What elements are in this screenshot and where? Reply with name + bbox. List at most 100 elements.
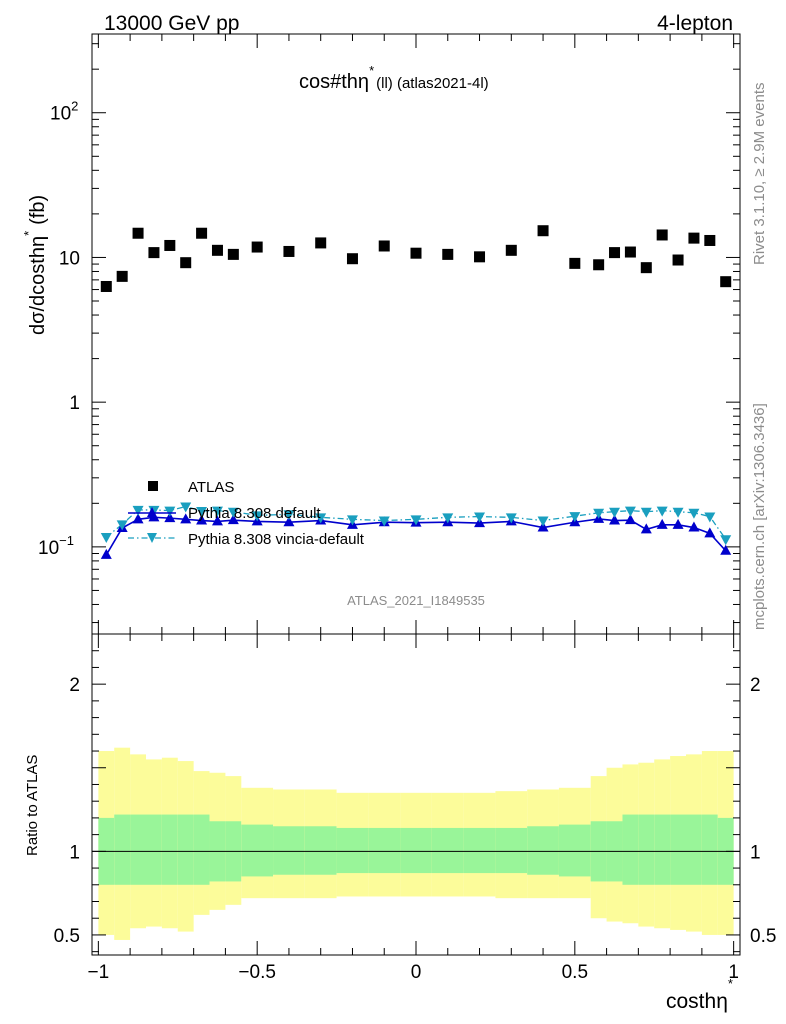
- ratio-band-inner: [686, 814, 702, 885]
- y-tick-label: 1: [69, 393, 80, 414]
- pythia-default-point: [164, 512, 176, 523]
- pythia-vincia-point: [315, 513, 327, 524]
- y-tick-label: 10: [59, 248, 80, 269]
- y-axis-label: dσ/dcosthη*(fb): [21, 195, 49, 335]
- pythia-vincia-point: [251, 511, 263, 522]
- atlas-data-point: [211, 244, 223, 256]
- atlas-data-point: [251, 241, 263, 253]
- pythia-vincia-point: [474, 512, 486, 523]
- atlas-data-point: [180, 257, 192, 269]
- ratio-band-inner: [622, 814, 639, 885]
- pythia-default-point: [211, 515, 223, 526]
- ratio-band-inner: [495, 827, 528, 874]
- atlas-data-point: [704, 234, 716, 246]
- pythia-vincia-point: [283, 510, 295, 521]
- atlas-data-point: [378, 240, 390, 252]
- atlas-data-point: [688, 232, 700, 244]
- pythia-vincia-point: [537, 516, 549, 527]
- y-tick-label: 10−1: [38, 533, 74, 559]
- atlas-data-point: [148, 247, 160, 259]
- pythia-vincia-point: [132, 505, 144, 516]
- ratio-band-inner: [130, 814, 146, 885]
- legend-atlas-label: ATLAS: [188, 479, 234, 496]
- legend-pythia-default-marker: [147, 507, 157, 517]
- pythia-vincia-point: [624, 506, 636, 517]
- atlas-data-point: [640, 262, 652, 274]
- ratio-band-inner: [177, 814, 194, 885]
- pythia-default-point: [100, 548, 112, 559]
- pythia-vincia-point: [346, 515, 358, 526]
- pythia-vincia-point: [569, 512, 581, 523]
- ratio-tick-label-right: 0.5: [750, 926, 776, 947]
- pythia-vincia-point: [164, 506, 176, 517]
- pythia-vincia-point: [688, 508, 700, 519]
- atlas-data-point: [227, 248, 239, 260]
- atlas-data-point: [537, 225, 549, 237]
- atlas-data-point: [505, 244, 517, 256]
- ratio-band-inner: [368, 827, 401, 874]
- atlas-data-point: [164, 239, 176, 251]
- ratio-band-inner: [336, 827, 369, 874]
- pythia-vincia-point: [180, 502, 192, 513]
- pythia-vincia-point: [196, 506, 208, 517]
- ratio-band-inner: [431, 827, 464, 874]
- pythia-default-point: [283, 516, 295, 527]
- pythia-vincia-line: [105, 505, 727, 540]
- atlas-data-point: [672, 254, 684, 266]
- ratio-band-inner: [400, 827, 432, 874]
- pythia-default-point: [704, 527, 716, 538]
- x-tick-label: 0: [411, 962, 422, 983]
- mcplots-credit-label: mcplots.cern.ch [arXiv:1306.3436]: [751, 403, 768, 630]
- ratio-band-inner: [273, 826, 305, 875]
- pythia-vincia-point: [116, 520, 128, 531]
- pythia-vincia-point: [656, 506, 668, 517]
- pythia-vincia-point: [704, 512, 716, 523]
- legend-pythia-default-label: Pythia 8.308 default: [188, 505, 321, 522]
- pythia-vincia-point: [100, 533, 112, 544]
- ratio-band-inner: [654, 814, 671, 885]
- legend-pythia-vincia-marker: [147, 533, 157, 543]
- pythia-default-point: [688, 521, 700, 532]
- atlas-data-point: [283, 245, 295, 257]
- pythia-default-point: [180, 513, 192, 524]
- pythia-default-point: [609, 514, 621, 525]
- plot-title: cos#thη*(ll) (atlas2021-4l): [299, 63, 489, 93]
- atlas-data-point: [569, 257, 581, 269]
- pythia-vincia-point: [593, 508, 605, 519]
- pythia-default-point: [132, 513, 144, 524]
- pythia-default-point: [196, 514, 208, 525]
- pythia-vincia-point: [410, 515, 422, 526]
- pythia-vincia-point: [442, 513, 454, 524]
- pythia-vincia-point: [505, 513, 517, 524]
- pythia-vincia-point: [672, 507, 684, 518]
- atlas-data-point: [442, 248, 454, 260]
- y-tick-label: 102: [50, 99, 78, 125]
- pythia-default-point: [720, 544, 732, 555]
- pythia-default-point: [227, 514, 239, 525]
- ratio-band-inner: [161, 814, 178, 885]
- ratio-tick-label-left: 2: [69, 675, 80, 696]
- atlas-data-point: [609, 247, 621, 259]
- pythia-vincia-point: [227, 507, 239, 518]
- ratio-band-inner: [114, 814, 131, 885]
- ratio-band-inner: [241, 824, 274, 877]
- atlas-data-point: [132, 227, 144, 239]
- energy-label: 13000 GeV pp: [104, 12, 239, 35]
- rivet-version-label: Rivet 3.1.10, ≥ 2.9M events: [751, 83, 768, 266]
- pythia-default-point: [672, 518, 684, 529]
- ratio-uncertainty-bands: [98, 747, 734, 940]
- legend-atlas-marker: [148, 481, 158, 491]
- ratio-band-inner: [670, 814, 686, 885]
- ratio-band-inner: [146, 814, 162, 885]
- ratio-tick-label-left: 1: [69, 842, 80, 863]
- ratio-band-inner: [304, 826, 337, 875]
- atlas-data-point: [720, 276, 732, 288]
- x-tick-label: 0.5: [562, 962, 588, 983]
- pythia-vincia-point: [609, 507, 621, 518]
- atlas-data-point: [656, 229, 668, 241]
- pythia-vincia-point: [378, 516, 390, 527]
- atlas-data-point: [196, 227, 208, 239]
- ratio-tick-label-left: 0.5: [54, 926, 80, 947]
- ratio-tick-label-right: 1: [750, 842, 761, 863]
